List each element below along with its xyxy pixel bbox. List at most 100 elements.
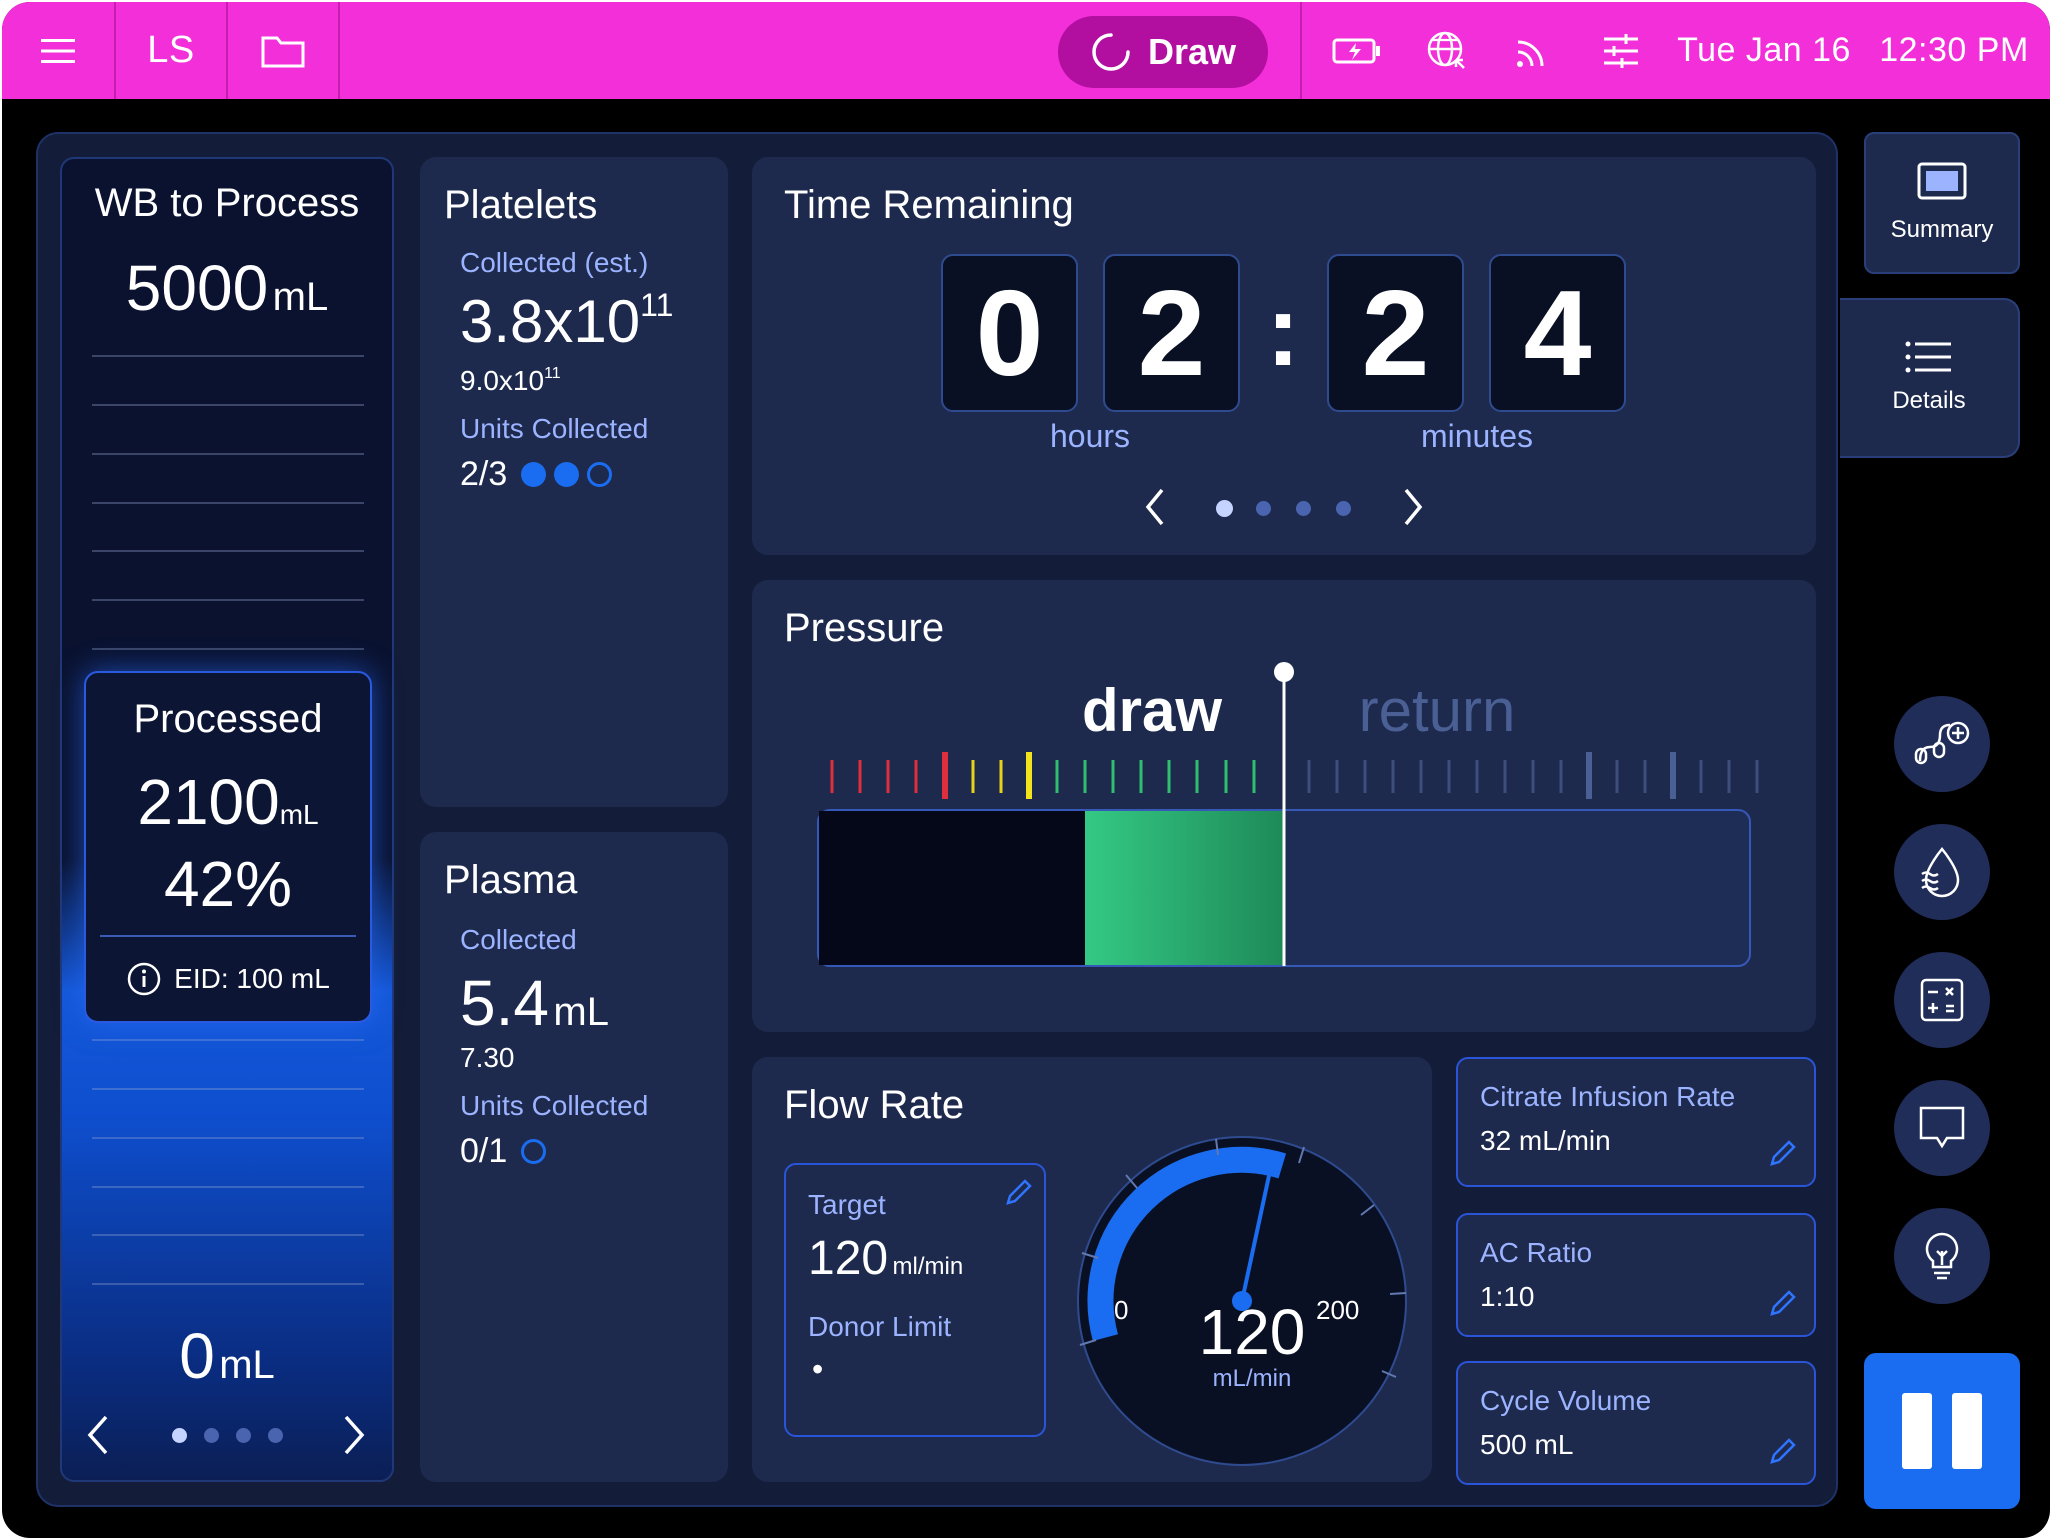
time-page-dot[interactable] bbox=[1336, 501, 1351, 516]
platelets-collected-label: Collected (est.) bbox=[460, 247, 649, 278]
platelets-units-label: Units Collected bbox=[460, 413, 649, 444]
gauge-value: 120 bbox=[1198, 1296, 1306, 1368]
wb-page-dot[interactable] bbox=[268, 1428, 283, 1443]
pencil-icon bbox=[1770, 1290, 1796, 1316]
platelets-unit-indicators bbox=[521, 462, 613, 487]
time-next-button[interactable] bbox=[1398, 486, 1426, 533]
draw-mode-indicator[interactable]: Draw bbox=[1058, 16, 1268, 88]
eid-info[interactable]: EID: 100 mL bbox=[86, 961, 370, 997]
wireless-status[interactable] bbox=[1502, 2, 1564, 99]
ac-ratio-value: 1:10 bbox=[1480, 1281, 1535, 1312]
wb-page-dot[interactable] bbox=[204, 1428, 219, 1443]
hours-tens-digit: 0 bbox=[941, 254, 1078, 412]
wb-total: 5000 mL bbox=[62, 251, 392, 325]
pressure-bar-fill bbox=[1085, 811, 1284, 965]
folder-icon bbox=[261, 36, 305, 67]
wb-page-dot[interactable] bbox=[236, 1428, 251, 1443]
processed-card: Processed 2100mL 42% EID: 100 mL bbox=[84, 671, 372, 1023]
wb-title: WB to Process bbox=[94, 181, 360, 225]
fluid-icon bbox=[1921, 847, 1960, 898]
gauge-min-label: 0 bbox=[1114, 1295, 1129, 1325]
pencil-icon bbox=[1770, 1438, 1796, 1464]
cycle-volume-label: Cycle Volume bbox=[1480, 1385, 1652, 1416]
wb-next-button[interactable] bbox=[338, 1413, 368, 1462]
processed-divider bbox=[100, 935, 356, 937]
donor-limit-label: Donor Limit bbox=[808, 1311, 952, 1342]
time-prev-button[interactable] bbox=[1142, 486, 1170, 533]
time-remaining-panel: Time Remaining bbox=[752, 157, 1816, 555]
hamburger-icon bbox=[41, 38, 75, 63]
unit-filled-icon bbox=[521, 462, 547, 487]
calculator-button[interactable] bbox=[1894, 952, 1990, 1048]
wb-prev-button[interactable] bbox=[84, 1413, 114, 1462]
citrate-infusion-card[interactable]: Citrate Infusion Rate 32 mL/min bbox=[1456, 1057, 1816, 1187]
edit-ac-ratio-button[interactable] bbox=[1768, 1288, 1798, 1323]
details-tab-label: Details bbox=[1892, 387, 1966, 414]
sliders-icon bbox=[1604, 33, 1638, 68]
edit-citrate-button[interactable] bbox=[1768, 1138, 1798, 1173]
plasma-title: Plasma bbox=[444, 858, 578, 902]
procedure-button[interactable] bbox=[1894, 696, 1990, 792]
return-label: return bbox=[1358, 677, 1516, 744]
tips-button[interactable] bbox=[1894, 1208, 1990, 1304]
chevron-right-icon bbox=[344, 1415, 365, 1455]
message-button[interactable] bbox=[1894, 1080, 1990, 1176]
top-bar: LS Draw bbox=[2, 2, 2050, 99]
flow-rate-gauge bbox=[1077, 1136, 1407, 1466]
flow-target-unit: ml/min bbox=[892, 1253, 964, 1280]
gauge-arc-fill bbox=[1087, 1146, 1287, 1341]
pencil-icon bbox=[1770, 1140, 1796, 1166]
menu-button[interactable] bbox=[2, 2, 114, 99]
hours-label: hours bbox=[1049, 418, 1131, 454]
procedure-icon bbox=[1914, 721, 1970, 765]
gauge-ticks bbox=[1079, 1138, 1407, 1378]
pressure-ticks bbox=[830, 752, 1759, 799]
pencil-icon bbox=[1006, 1179, 1032, 1205]
eid-label: EID: 100 mL bbox=[174, 963, 330, 994]
plasma-target-value: 7.30 bbox=[460, 1042, 515, 1073]
edit-target-button[interactable] bbox=[1004, 1177, 1034, 1212]
pause-button[interactable] bbox=[1864, 1353, 2020, 1509]
minutes-ones-digit: 4 bbox=[1489, 254, 1626, 412]
cycle-volume-card[interactable]: Cycle Volume 500 mL bbox=[1456, 1361, 1816, 1485]
details-tab[interactable]: Details bbox=[1840, 298, 2020, 458]
wb-page-dot[interactable] bbox=[172, 1428, 187, 1443]
time-separator: : bbox=[1266, 275, 1300, 387]
processed-volume: 2100mL bbox=[86, 765, 370, 839]
flow-rate-panel: Flow Rate Target 120 ml/min Donor Limit … bbox=[752, 1057, 1432, 1482]
time-page-dot[interactable] bbox=[1296, 501, 1311, 516]
chevron-left-icon bbox=[1145, 488, 1164, 526]
donor-limit-value: • bbox=[812, 1351, 824, 1387]
spinner-icon bbox=[1092, 33, 1130, 71]
plasma-collected-value: 5.4 bbox=[460, 967, 549, 1039]
flow-target-number: 120 bbox=[808, 1232, 889, 1285]
fluid-button[interactable] bbox=[1894, 824, 1990, 920]
folder-button[interactable] bbox=[228, 2, 338, 99]
processed-percent: 42% bbox=[163, 848, 293, 920]
unit-empty-icon bbox=[587, 462, 613, 487]
draw-label: draw bbox=[1081, 677, 1223, 744]
time-page-dot[interactable] bbox=[1216, 500, 1233, 517]
network-status[interactable] bbox=[1416, 2, 1478, 99]
user-initials-button[interactable]: LS bbox=[147, 29, 195, 71]
plasma-panel: Plasma Collected 5.4 mL 7.30 Units Colle… bbox=[420, 832, 728, 1482]
flow-target-card[interactable]: Target 120 ml/min Donor Limit • bbox=[784, 1163, 1046, 1437]
summary-tab[interactable]: Summary bbox=[1864, 132, 2020, 274]
processed-label: Processed bbox=[133, 697, 323, 741]
platelets-title: Platelets bbox=[444, 183, 598, 227]
minutes-tens-digit: 2 bbox=[1327, 254, 1464, 412]
message-icon bbox=[1919, 1106, 1965, 1149]
battery-status[interactable] bbox=[1326, 2, 1388, 99]
edit-cycle-volume-button[interactable] bbox=[1768, 1436, 1798, 1471]
platelets-units: 2/3 bbox=[460, 455, 613, 494]
monitor-icon bbox=[1917, 162, 1967, 200]
flow-rate-title: Flow Rate bbox=[784, 1083, 965, 1127]
summary-tab-label: Summary bbox=[1890, 216, 1994, 243]
calculator-icon bbox=[1920, 978, 1964, 1022]
settings-button[interactable] bbox=[1590, 2, 1652, 99]
time-page-dot[interactable] bbox=[1256, 501, 1271, 516]
time-display: 12:30 PM bbox=[1879, 31, 2029, 69]
chevron-right-icon bbox=[1404, 488, 1423, 526]
ac-ratio-card[interactable]: AC Ratio 1:10 bbox=[1456, 1213, 1816, 1337]
